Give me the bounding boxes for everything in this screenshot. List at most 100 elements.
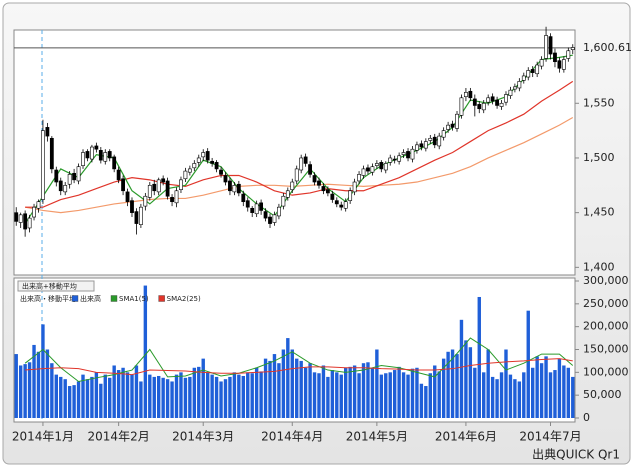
candle-body <box>544 35 548 59</box>
candle-body <box>388 157 393 163</box>
volume-bar <box>544 356 548 418</box>
candle-body <box>526 70 531 78</box>
volume-bar <box>157 375 161 418</box>
candle-body <box>58 180 63 192</box>
candle-body <box>72 172 77 181</box>
candle-body <box>464 92 468 98</box>
y-tick-label: 250,000 <box>583 297 629 310</box>
volume-bar <box>94 372 99 418</box>
candle-body <box>348 190 353 201</box>
volume-bar <box>277 363 281 418</box>
candle-body <box>143 195 148 207</box>
moving-average <box>25 80 574 208</box>
volume-bar <box>81 374 85 418</box>
volume-bar <box>428 373 432 418</box>
candle-body <box>41 130 45 200</box>
y-tick-label: 1,400 <box>583 260 615 273</box>
volume-bar <box>99 383 103 418</box>
source: 出典QUICK Qr1 <box>532 448 620 462</box>
volume-bar <box>539 363 544 418</box>
volume-bar <box>299 360 303 418</box>
volume-bar <box>183 377 188 418</box>
candle-body <box>406 151 410 159</box>
candle-body <box>232 185 237 193</box>
volume-bar <box>571 376 575 418</box>
legend-toggle[interactable] <box>17 280 95 292</box>
volume-bar <box>446 351 450 418</box>
candle-body <box>428 137 433 141</box>
volume-bar <box>330 370 335 418</box>
volume-panel <box>13 277 576 423</box>
y-tick-label: 300,000 <box>583 274 629 287</box>
candle-body <box>495 99 499 106</box>
legend-title: 出来高・移動平均 <box>20 294 76 303</box>
moving-average <box>24 54 573 224</box>
candle-body <box>312 175 317 183</box>
candle-body <box>245 200 250 208</box>
volume-bar <box>103 374 107 418</box>
volume-bar <box>85 379 90 418</box>
volume-bar <box>134 365 139 418</box>
candle-body <box>201 152 206 158</box>
volume-bar <box>246 372 250 418</box>
candle-body <box>508 89 513 96</box>
volume-bar <box>370 367 375 418</box>
x-tick-label: 2014年5月 <box>346 430 408 444</box>
candle-body <box>366 167 370 172</box>
candle-body <box>401 152 406 155</box>
volume-bar <box>410 368 415 418</box>
volume-bar <box>317 373 321 418</box>
candle-body <box>18 214 23 223</box>
volume-bar <box>504 349 508 418</box>
candle-body <box>263 211 268 219</box>
y-tick-label: 1,500 <box>583 151 615 164</box>
candle-body <box>486 97 491 103</box>
candle-body <box>223 175 228 183</box>
volume-bar <box>495 379 499 418</box>
candle-body <box>152 183 157 192</box>
candle-body <box>192 163 197 169</box>
volume-bar <box>513 379 517 418</box>
candle-body <box>504 94 508 103</box>
volume-bar <box>566 367 571 418</box>
candle-body <box>196 157 201 163</box>
volume-bar <box>59 376 63 418</box>
candle-body <box>308 164 312 175</box>
volume-bar <box>508 374 513 418</box>
candle-body <box>379 162 384 170</box>
candle-body <box>357 174 361 182</box>
volume-bar <box>108 377 112 418</box>
volume-bar <box>90 376 94 418</box>
legend-swatch <box>71 295 79 302</box>
candle-body <box>472 98 477 106</box>
candle-body <box>125 191 130 203</box>
legend-toggle-label[interactable]: 出来高+移動平均 <box>22 282 77 291</box>
candle-body <box>14 212 19 222</box>
candle-body <box>236 183 241 194</box>
volume-bar <box>548 372 553 418</box>
candle-body <box>250 207 255 213</box>
volume-bar <box>54 374 58 418</box>
candle-body <box>241 193 246 203</box>
candle-body <box>112 156 117 170</box>
volume-bar <box>437 371 441 418</box>
volume-bar <box>174 374 179 418</box>
volume-bar <box>557 358 562 418</box>
candle-body <box>183 170 188 180</box>
volume-bar <box>348 366 352 418</box>
volume-bar <box>335 372 339 418</box>
volume-bar <box>18 365 23 418</box>
candle-body <box>419 143 424 148</box>
volume-bar <box>366 362 370 418</box>
volume-bar <box>210 374 214 418</box>
volume-bar <box>517 381 522 418</box>
volume-bar <box>201 358 205 418</box>
candle-body <box>107 151 112 159</box>
volume-bar <box>228 376 232 418</box>
price-layer: 1,400 1,450 1,500 1,550 1,600.61 <box>14 26 632 273</box>
x-tick-label: 2014年7月 <box>519 430 581 444</box>
candle-body <box>370 166 375 173</box>
y-tick-label: 50,000 <box>583 388 622 401</box>
volume-bar <box>36 351 41 418</box>
volume-bar <box>450 349 455 418</box>
